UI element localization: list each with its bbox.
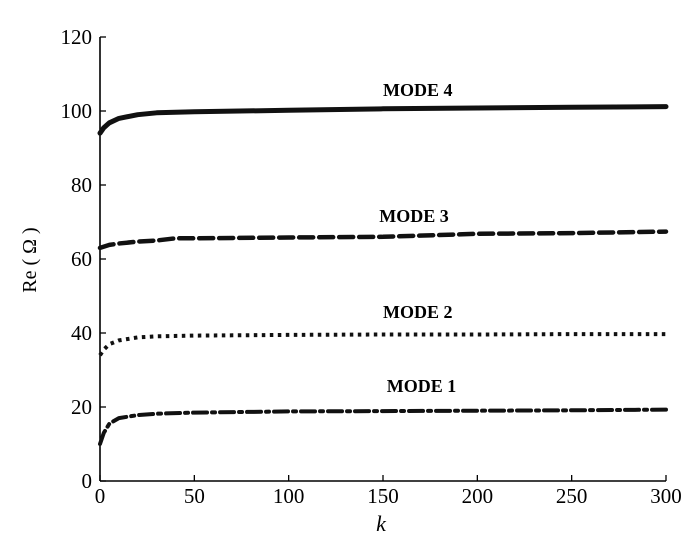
x-tick-label: 250 [556,484,588,508]
y-tick-label: 20 [71,395,92,419]
series-label-mode-1: MODE 1 [387,376,457,396]
y-tick-label: 60 [71,247,92,271]
series-labels: MODE 1 MODE 2 MODE 3 MODE 4 [379,80,456,396]
x-tick-label: 0 [95,484,106,508]
x-tick-label: 200 [462,484,494,508]
y-tick-label: 0 [82,469,93,493]
x-axis-title: k [376,511,387,536]
ticks: 0 50 100 150 200 250 300 0 20 40 60 80 100 120 [61,25,682,508]
y-tick-label: 80 [71,173,92,197]
series-line-mode-4 [97,104,669,136]
series-lines [97,104,669,446]
x-tick-label: 300 [650,484,682,508]
y-tick-label: 40 [71,321,92,345]
y-tick-label: 100 [61,99,93,123]
series-line-mode-1 [98,407,668,446]
y-tick-label: 120 [61,25,93,49]
x-tick-label: 100 [273,484,305,508]
series-label-mode-2: MODE 2 [383,302,453,322]
series-line-mode-3 [97,229,669,251]
series-label-mode-4: MODE 4 [383,80,453,100]
x-tick-label: 150 [367,484,399,508]
x-tick-label: 50 [184,484,205,508]
series-label-mode-3: MODE 3 [379,206,449,226]
y-axis-title: Re ( Ω ) [19,227,41,292]
series-line-mode-2 [98,332,666,357]
